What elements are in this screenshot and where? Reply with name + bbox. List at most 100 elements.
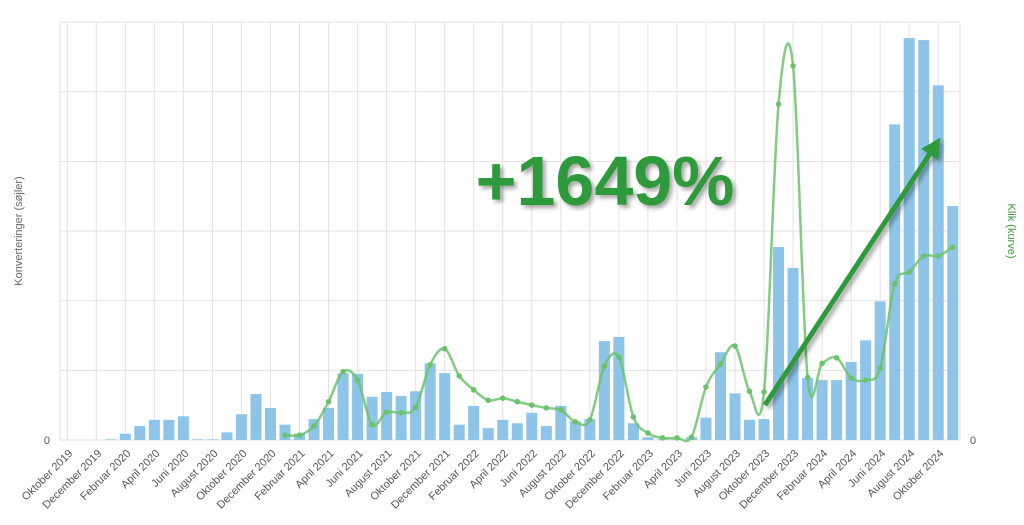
bar	[729, 393, 741, 440]
line-point	[572, 419, 579, 425]
bar	[584, 419, 596, 440]
line-point	[674, 435, 680, 441]
bar	[308, 419, 320, 440]
line-point	[877, 365, 883, 372]
bar	[816, 380, 828, 440]
line-point	[296, 432, 303, 438]
line-point	[499, 395, 506, 402]
line-point	[558, 407, 564, 413]
bar	[105, 439, 117, 440]
bar	[773, 247, 785, 440]
bar	[192, 439, 204, 440]
bar	[555, 405, 567, 440]
bar	[642, 437, 654, 440]
line-point	[645, 430, 651, 436]
bar	[598, 341, 610, 440]
y2-axis-label: Klik (kurve)	[1005, 203, 1017, 258]
line-point	[775, 101, 782, 108]
line-point	[340, 368, 346, 375]
line-point	[819, 360, 825, 367]
bar	[787, 267, 799, 440]
bar	[439, 373, 451, 440]
line-point	[732, 343, 738, 349]
line-point	[906, 269, 912, 275]
bar	[482, 428, 494, 440]
bar	[569, 421, 581, 440]
bar	[613, 336, 625, 440]
bar	[903, 38, 915, 440]
bar	[932, 85, 944, 440]
bar	[468, 405, 480, 440]
line-point	[616, 354, 622, 360]
bar	[206, 439, 218, 440]
line-point	[311, 423, 317, 429]
line-point	[703, 384, 709, 390]
bar	[714, 352, 726, 440]
line-point	[383, 409, 390, 415]
bar	[424, 363, 436, 440]
bar	[802, 377, 814, 440]
bar	[627, 423, 639, 440]
y-axis-label: Konverteringer (søjler)	[13, 176, 25, 285]
line-point	[891, 281, 898, 287]
bar	[264, 407, 276, 440]
line-point	[587, 416, 593, 423]
x-tick-label: Oktober 2024	[891, 448, 947, 504]
line-point	[354, 377, 361, 383]
annotation: +1649%	[476, 142, 735, 220]
bar	[337, 373, 349, 440]
bar	[758, 419, 770, 440]
bar	[700, 417, 712, 440]
line-point	[485, 397, 492, 404]
line-point	[920, 253, 927, 259]
line-point	[833, 354, 840, 361]
line-point	[398, 410, 404, 416]
line-point	[862, 377, 869, 383]
y-tick-label: 0	[44, 435, 50, 447]
bar	[366, 396, 378, 440]
line-point	[935, 253, 942, 259]
bar	[453, 424, 465, 440]
line-point	[848, 375, 854, 381]
line-point	[514, 398, 521, 405]
line-point	[441, 345, 448, 352]
bar	[323, 407, 335, 440]
bar	[235, 414, 247, 440]
bar	[381, 391, 393, 440]
bar	[831, 380, 843, 440]
line-point	[528, 402, 535, 408]
line-point	[282, 432, 288, 438]
line-point	[412, 404, 419, 411]
bar	[250, 394, 262, 440]
line-point	[369, 421, 375, 428]
line-point	[456, 373, 462, 379]
bar	[497, 419, 509, 440]
line-point	[470, 387, 477, 393]
line-point	[601, 363, 608, 369]
y2-tick-label: 0	[970, 435, 976, 447]
line-point	[659, 435, 666, 441]
line-point	[790, 63, 796, 69]
line-point	[427, 361, 433, 368]
bar	[860, 340, 872, 440]
line-point	[325, 398, 332, 405]
line-point	[630, 414, 637, 420]
line-point	[543, 405, 550, 411]
bar	[148, 419, 160, 440]
line-point	[717, 361, 724, 367]
trend-arrow	[762, 137, 941, 407]
bar	[177, 416, 189, 440]
line-point	[688, 434, 695, 441]
line-point	[804, 374, 811, 381]
bar	[410, 391, 422, 440]
bar	[511, 423, 523, 440]
bar	[163, 419, 175, 440]
bar	[221, 432, 233, 440]
line-point	[746, 388, 753, 395]
bar	[540, 426, 552, 440]
bar	[119, 433, 131, 440]
bar	[395, 396, 407, 440]
bar	[352, 373, 364, 440]
bar	[918, 40, 930, 440]
